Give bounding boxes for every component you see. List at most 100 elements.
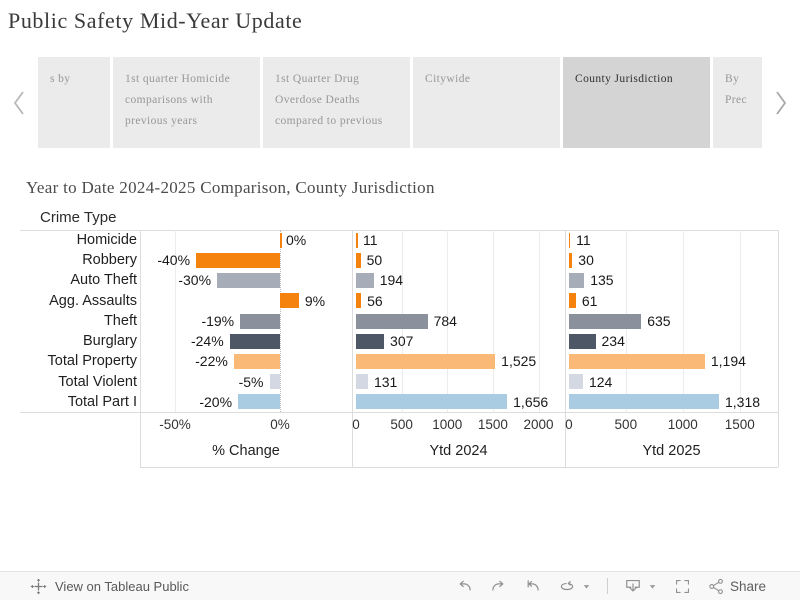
bar-agg-assaults[interactable] <box>568 293 576 309</box>
value-label: 635 <box>647 312 671 329</box>
bar-total-part-i[interactable] <box>568 394 719 410</box>
bar-burglary[interactable] <box>568 333 596 349</box>
tab-1st-quarter-drug-overdose-deaths-compared-to-previous[interactable]: 1st Quarter Drug Overdose Deaths compare… <box>263 57 410 148</box>
bar-homicide[interactable] <box>568 232 571 248</box>
tab-1st-quarter-homicide-comparisons-with-previous-years[interactable]: 1st quarter Homicide comparisons with pr… <box>113 57 260 148</box>
tab-citywide[interactable]: Citywide <box>413 57 560 148</box>
caret-down-icon <box>583 584 590 589</box>
undo-icon <box>459 580 471 591</box>
axis-tick-label: 1000 <box>667 417 698 432</box>
value-label: 1,656 <box>513 393 549 410</box>
tab-label: s by <box>50 73 71 85</box>
value-label: -19% <box>201 312 235 329</box>
chart-frame-line <box>140 467 778 468</box>
value-label: -40% <box>157 252 191 269</box>
axis-tick-label: 2000 <box>523 417 554 432</box>
bar-robbery[interactable] <box>196 252 280 268</box>
axis-tick-label: 1000 <box>432 417 463 432</box>
tab-bar: s by 1st quarter Homicide comparisons wit… <box>0 57 800 148</box>
bar-total-violent[interactable] <box>269 374 280 390</box>
bar-auto-theft[interactable] <box>356 273 374 289</box>
tabs-scroll-left-button[interactable] <box>0 57 38 148</box>
tab-by-prec[interactable]: By Prec <box>713 57 762 148</box>
row-label-total-violent[interactable]: Total Violent <box>58 373 137 390</box>
bar-burglary[interactable] <box>229 333 280 349</box>
axis-tick-label: 500 <box>390 417 413 432</box>
value-label: -5% <box>238 373 264 390</box>
refresh-button[interactable] <box>557 577 592 596</box>
bar-total-property[interactable] <box>233 353 280 369</box>
row-label-total-property[interactable]: Total Property <box>47 353 137 370</box>
tab-county-jurisdiction[interactable]: County Jurisdiction <box>563 57 710 148</box>
share-icon <box>709 578 723 594</box>
bar-homicide[interactable] <box>356 232 358 248</box>
gridline <box>175 230 177 412</box>
bar-agg-assaults[interactable] <box>280 293 299 309</box>
value-label: 124 <box>588 373 613 390</box>
redo-icon <box>492 580 504 591</box>
bar-total-violent[interactable] <box>356 374 368 390</box>
value-label: 0% <box>286 232 307 248</box>
replay-button[interactable] <box>523 577 542 596</box>
fullscreen-button[interactable] <box>673 577 692 596</box>
chart-frame-line <box>352 230 353 467</box>
tab-label: 1st quarter Homicide comparisons with pr… <box>125 73 231 127</box>
row-label-homicide[interactable]: Homicide <box>76 232 137 248</box>
row-label-total-part-i[interactable]: Total Part I <box>67 393 137 410</box>
tab-s-by[interactable]: s by <box>38 57 110 148</box>
bar-agg-assaults[interactable] <box>356 293 362 309</box>
bar-total-property[interactable] <box>568 353 705 369</box>
toolbar-actions: Share <box>455 576 800 596</box>
chevron-left-icon <box>13 90 24 115</box>
value-label: 784 <box>433 312 457 329</box>
bar-robbery[interactable] <box>568 252 573 268</box>
value-label: -24% <box>190 333 224 350</box>
bar-auto-theft[interactable] <box>217 273 280 289</box>
caret-down-icon <box>649 584 656 589</box>
bar-burglary[interactable] <box>356 333 385 349</box>
row-label-auto-theft[interactable]: Auto Theft <box>70 272 137 289</box>
download-button[interactable] <box>623 576 658 596</box>
bar-theft[interactable] <box>356 313 428 329</box>
tab-strip: s by 1st quarter Homicide comparisons wit… <box>38 57 762 148</box>
chart-panel-ytd-2024: 11 50 194 56 784 307 1,525 131 1,656 0 500 1000 1500… <box>352 230 565 467</box>
value-label: 1,318 <box>724 393 761 410</box>
bar-total-violent[interactable] <box>568 374 583 390</box>
gridline <box>538 230 540 412</box>
row-label-agg-assaults[interactable]: Agg. Assaults <box>49 292 137 309</box>
value-label: 307 <box>390 333 414 350</box>
view-on-tableau-public-link[interactable]: View on Tableau Public <box>0 578 189 595</box>
tableau-toolbar: View on Tableau Public <box>0 571 800 600</box>
value-label: 56 <box>367 292 383 309</box>
axis-tick-label: -50% <box>159 417 191 432</box>
value-label: 11 <box>576 232 591 248</box>
tabs-scroll-right-button[interactable] <box>762 57 800 148</box>
axis-tick-label: 1500 <box>724 417 755 432</box>
axis-tick-label: 0% <box>270 417 290 432</box>
row-label-theft[interactable]: Theft <box>103 312 137 329</box>
bar-auto-theft[interactable] <box>568 273 585 289</box>
undo-button[interactable] <box>455 577 474 596</box>
share-button[interactable]: Share <box>707 577 766 596</box>
share-label: Share <box>729 578 766 594</box>
bar-total-part-i[interactable] <box>238 394 280 410</box>
row-label-burglary[interactable]: Burglary <box>83 333 137 350</box>
bar-total-property[interactable] <box>356 353 496 369</box>
chevron-right-icon <box>776 90 787 115</box>
download-icon <box>626 580 640 592</box>
bar-robbery[interactable] <box>356 252 361 268</box>
tab-label: County Jurisdiction <box>575 73 674 85</box>
toolbar-divider <box>606 578 608 594</box>
tab-label: By Prec <box>725 73 748 106</box>
bar-total-part-i[interactable] <box>356 394 508 410</box>
gridline <box>492 230 494 412</box>
bar-theft[interactable] <box>240 313 280 329</box>
tableau-logo-icon <box>30 578 47 594</box>
row-label-robbery[interactable]: Robbery <box>82 252 137 269</box>
chart-panel--change: 0% -40% -30% 9% -19% -24% -22% -5% -20% -50% 0% % C… <box>140 230 352 467</box>
bar-theft[interactable] <box>568 313 642 329</box>
bar-homicide[interactable] <box>280 232 282 248</box>
redo-button[interactable] <box>489 577 508 596</box>
refresh-icon <box>560 580 574 590</box>
chart-frame-line <box>20 412 778 413</box>
